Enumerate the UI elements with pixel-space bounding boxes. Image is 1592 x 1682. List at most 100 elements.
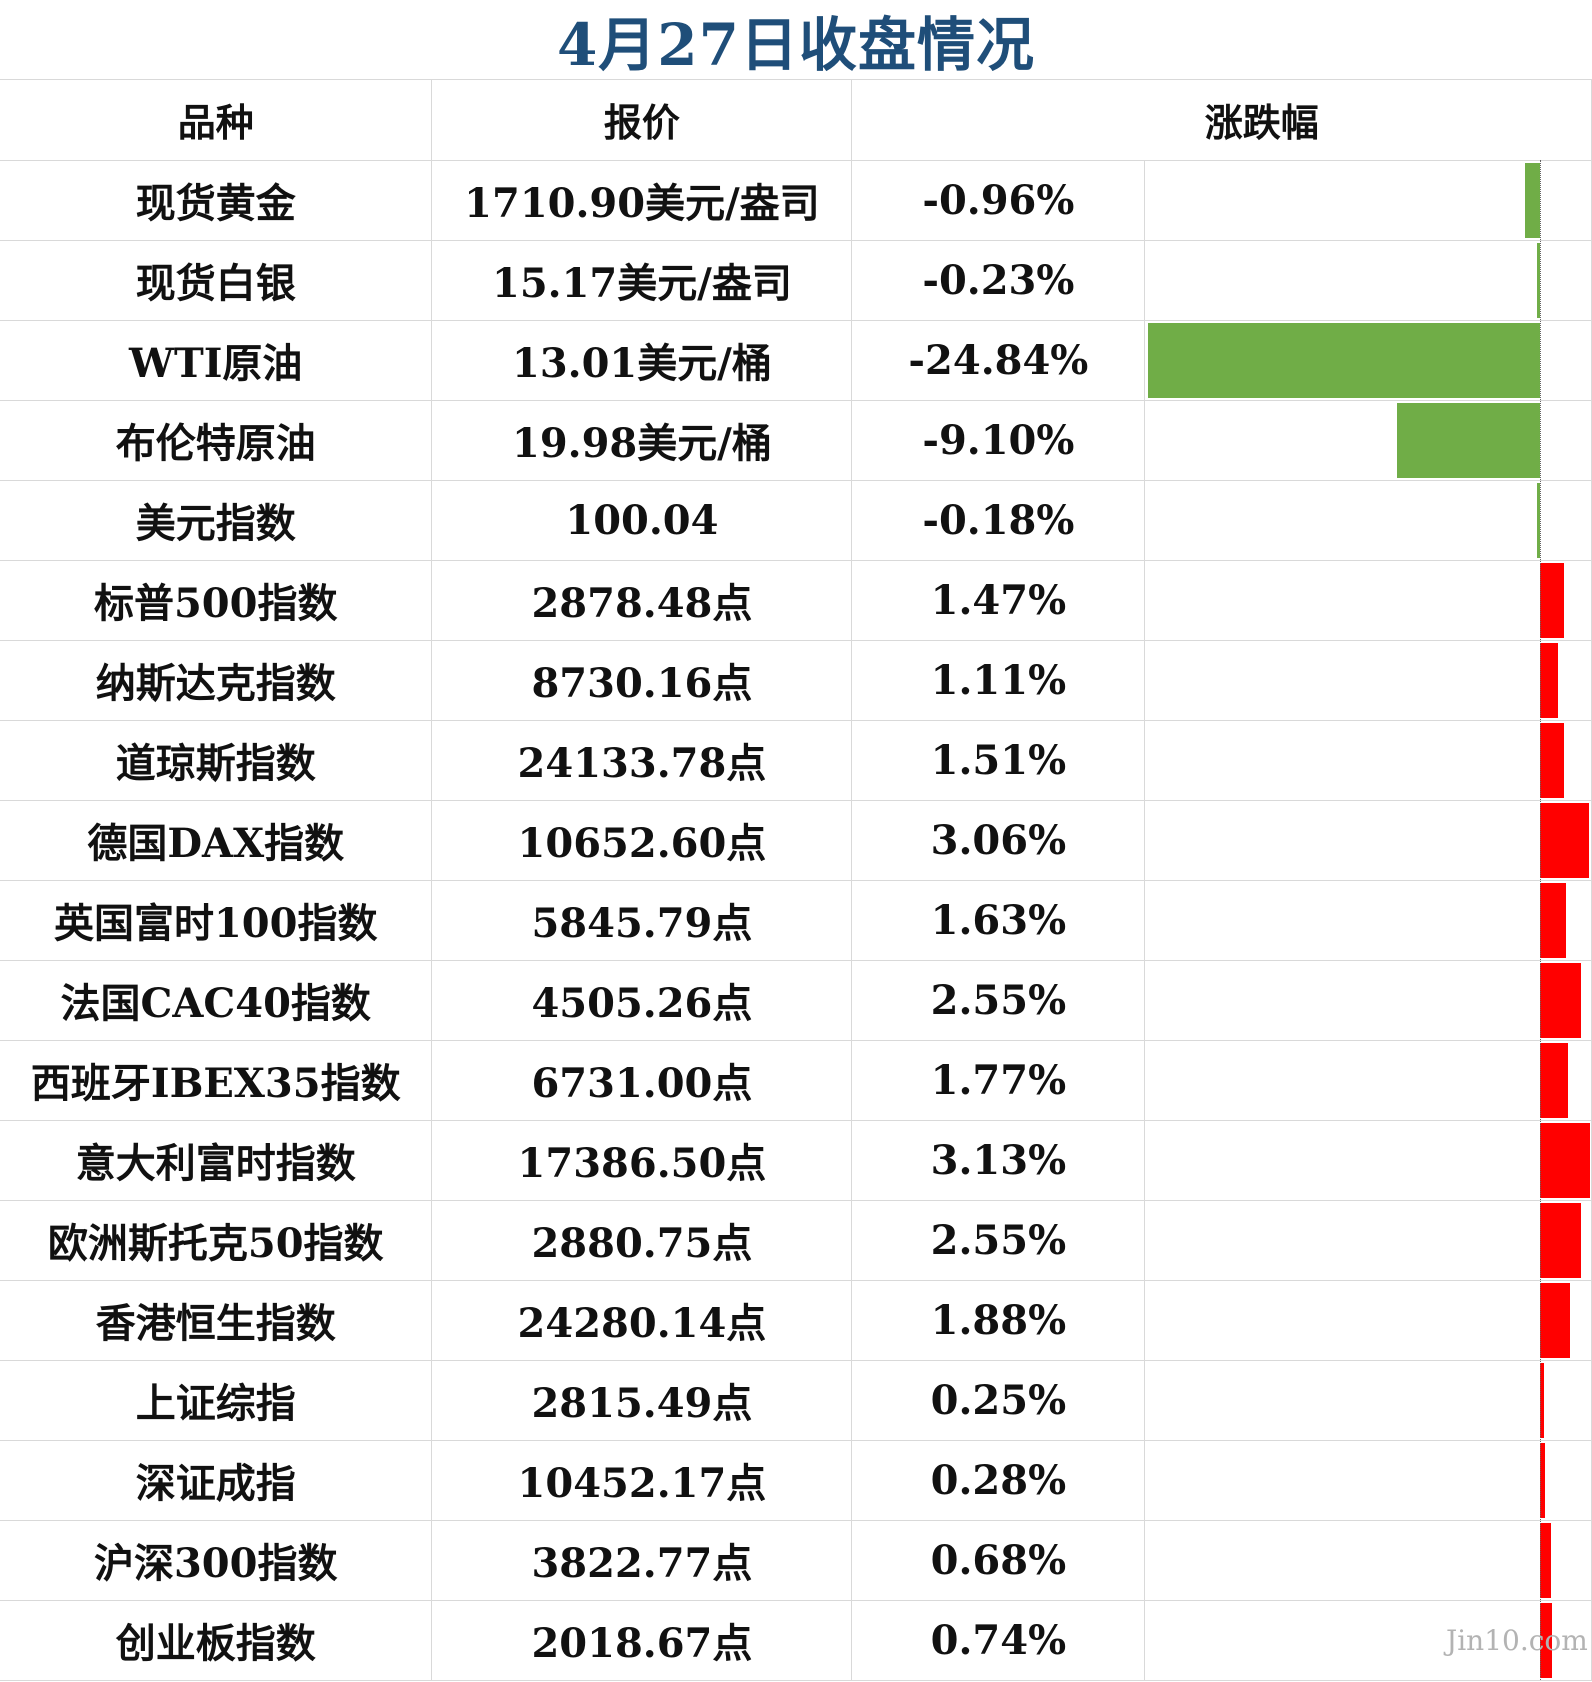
row-bar-cell (1144, 640, 1592, 721)
row-change: 1.63% (851, 880, 1146, 961)
row-bar-cell (1144, 1360, 1592, 1441)
row-bar-cell (1144, 1440, 1592, 1521)
row-price: 24133.78点 (431, 720, 853, 801)
row-name: 美元指数 (0, 480, 433, 561)
row-change: 3.06% (851, 800, 1146, 881)
row-name: 布伦特原油 (0, 400, 433, 481)
row-change: 3.13% (851, 1120, 1146, 1201)
bar-down (1536, 242, 1541, 318)
row-bar-cell (1144, 880, 1592, 961)
bar-axis-line (1540, 160, 1541, 1680)
row-name: 英国富时100指数 (0, 880, 433, 961)
row-change: 2.55% (851, 960, 1146, 1041)
page-title: 4月27日收盘情况 (556, 10, 1036, 79)
row-change: 0.68% (851, 1520, 1146, 1601)
row-change: -9.10% (851, 400, 1146, 481)
row-price: 3822.77点 (431, 1520, 853, 1601)
header-name: 品种 (0, 80, 433, 161)
bar-up (1540, 1362, 1545, 1438)
row-name: 香港恒生指数 (0, 1280, 433, 1361)
bar-up (1540, 1042, 1569, 1118)
watermark: Jin10.com (1446, 1624, 1588, 1657)
row-change: 1.47% (851, 560, 1146, 641)
row-name: 德国DAX指数 (0, 800, 433, 881)
row-change: -0.96% (851, 160, 1146, 241)
table-row: 英国富时100指数 5845.79点 1.63% (0, 880, 1592, 961)
table-row: 沪深300指数 3822.77点 0.68% (0, 1520, 1592, 1601)
table-row: 深证成指 10452.17点 0.28% (0, 1440, 1592, 1521)
row-name: WTI原油 (0, 320, 433, 401)
row-change: 1.88% (851, 1280, 1146, 1361)
row-bar-cell (1144, 560, 1592, 641)
row-name: 法国CAC40指数 (0, 960, 433, 1041)
row-price: 5845.79点 (431, 880, 853, 961)
bar-up (1540, 1122, 1590, 1198)
row-bar-cell (1144, 1120, 1592, 1201)
row-price: 2815.49点 (431, 1360, 853, 1441)
table-row: 法国CAC40指数 4505.26点 2.55% (0, 960, 1592, 1041)
row-name: 纳斯达克指数 (0, 640, 433, 721)
row-bar-cell (1144, 400, 1592, 481)
bar-up (1540, 1602, 1552, 1678)
row-price: 2018.67点 (431, 1600, 853, 1681)
table-row: 标普500指数 2878.48点 1.47% (0, 560, 1592, 641)
row-price: 19.98美元/桶 (431, 400, 853, 481)
row-bar-cell (1144, 720, 1592, 801)
bar-up (1540, 962, 1581, 1038)
table-row: 现货白银 15.17美元/盎司 -0.23% (0, 240, 1592, 321)
row-change: 1.11% (851, 640, 1146, 721)
table-row: 欧洲斯托克50指数 2880.75点 2.55% (0, 1200, 1592, 1281)
row-price: 10652.60点 (431, 800, 853, 881)
row-bar-cell (1144, 1200, 1592, 1281)
row-name: 意大利富时指数 (0, 1120, 433, 1201)
row-price: 13.01美元/桶 (431, 320, 853, 401)
row-name: 沪深300指数 (0, 1520, 433, 1601)
bar-up (1540, 1202, 1581, 1278)
header-row: 品种 报价 涨跌幅 (0, 80, 1592, 161)
row-bar-cell (1144, 1040, 1592, 1121)
table-row: 纳斯达克指数 8730.16点 1.11% (0, 640, 1592, 721)
row-name: 现货黄金 (0, 160, 433, 241)
row-name: 道琼斯指数 (0, 720, 433, 801)
bar-up (1540, 562, 1564, 638)
row-name: 标普500指数 (0, 560, 433, 641)
bar-down (1537, 482, 1541, 558)
row-name: 欧洲斯托克50指数 (0, 1200, 433, 1281)
row-name: 现货白银 (0, 240, 433, 321)
table-row: 布伦特原油 19.98美元/桶 -9.10% (0, 400, 1592, 481)
table-row: 道琼斯指数 24133.78点 1.51% (0, 720, 1592, 801)
row-change: 0.74% (851, 1600, 1146, 1681)
row-bar-cell (1144, 1600, 1592, 1681)
row-bar-cell (1144, 800, 1592, 881)
row-bar-cell (1144, 1280, 1592, 1361)
row-price: 6731.00点 (431, 1040, 853, 1121)
quotes-table: 品种 报价 涨跌幅 现货黄金 1710.90美元/盎司 -0.96% 现货白银 15.1… (0, 80, 1592, 1681)
bar-up (1540, 722, 1565, 798)
row-change: 2.55% (851, 1200, 1146, 1281)
bar-up (1540, 1442, 1545, 1518)
table-row: WTI原油 13.01美元/桶 -24.84% (0, 320, 1592, 401)
bar-up (1540, 802, 1589, 878)
table-row: 美元指数 100.04 -0.18% (0, 480, 1592, 561)
bar-up (1540, 882, 1567, 958)
row-bar-cell (1144, 240, 1592, 321)
row-change: 1.51% (851, 720, 1146, 801)
table-row: 现货黄金 1710.90美元/盎司 -0.96% (0, 160, 1592, 241)
row-bar-cell (1144, 320, 1592, 401)
row-change: 0.28% (851, 1440, 1146, 1521)
table-row: 西班牙IBEX35指数 6731.00点 1.77% (0, 1040, 1592, 1121)
row-price: 17386.50点 (431, 1120, 853, 1201)
quotes-table-body: 品种 报价 涨跌幅 现货黄金 1710.90美元/盎司 -0.96% 现货白银 15.1… (0, 80, 1592, 1681)
row-price: 24280.14点 (431, 1280, 853, 1361)
row-change: -0.23% (851, 240, 1146, 321)
row-bar-cell (1144, 1520, 1592, 1601)
row-price: 1710.90美元/盎司 (431, 160, 853, 241)
bar-down (1147, 322, 1541, 398)
bar-down (1525, 162, 1541, 238)
row-price: 4505.26点 (431, 960, 853, 1041)
table-row: 香港恒生指数 24280.14点 1.88% (0, 1280, 1592, 1361)
row-price: 15.17美元/盎司 (431, 240, 853, 321)
header-change: 涨跌幅 (851, 80, 1592, 161)
row-name: 创业板指数 (0, 1600, 433, 1681)
header-price: 报价 (431, 80, 853, 161)
